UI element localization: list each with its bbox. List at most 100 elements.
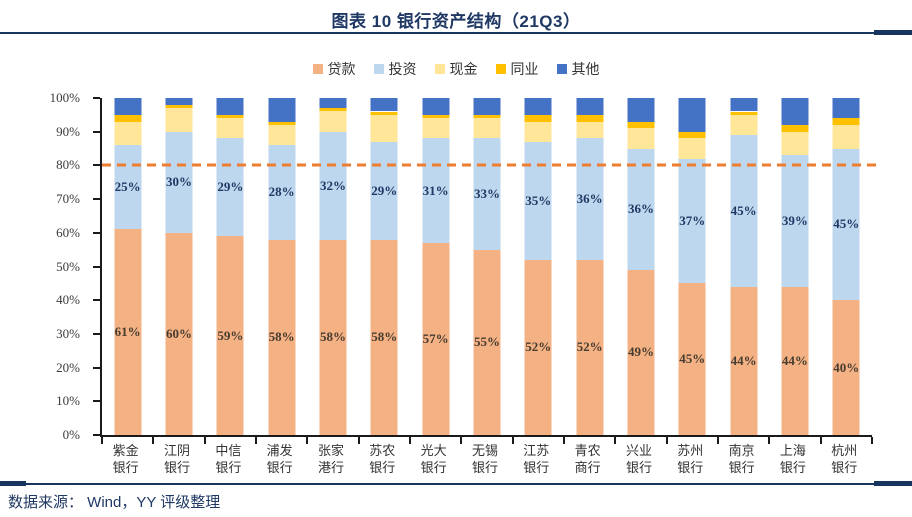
segment-贷款 <box>422 242 450 435</box>
segment-投资 <box>114 145 142 230</box>
bar-column-紫金银行: 61% 25% <box>102 98 153 435</box>
segment-现金 <box>422 118 450 139</box>
segment-投资 <box>165 131 193 233</box>
bar-column-杭州银行: 40% 45% <box>821 98 872 435</box>
segment-贷款 <box>216 236 244 435</box>
segment-同业 <box>216 114 244 119</box>
legend-item-同业: 同业 <box>495 59 539 79</box>
stacked-bar <box>832 98 860 435</box>
stacked-bar <box>268 98 296 435</box>
loan-pct-label: 52% <box>576 339 603 355</box>
segment-其他 <box>576 98 604 115</box>
bar-column-张家港行: 58% 32% <box>307 98 358 435</box>
y-tick-mark <box>93 366 100 369</box>
segment-其他 <box>319 98 347 109</box>
x-label-line2: 银行 <box>625 460 652 475</box>
x-label-line1: 江苏 <box>523 443 550 458</box>
segment-贷款 <box>114 229 142 435</box>
segment-其他 <box>781 98 809 125</box>
segment-现金 <box>832 124 860 149</box>
segment-现金 <box>268 124 296 146</box>
x-tick-mark <box>665 437 668 444</box>
investment-pct-label: 35% <box>525 192 552 208</box>
x-label-line2: 银行 <box>523 460 550 475</box>
segment-同业 <box>627 121 655 129</box>
y-tick-mark <box>93 265 100 268</box>
investment-pct-label: 36% <box>576 191 603 207</box>
x-axis-label-浦发银行: 浦发 银行 <box>254 442 305 476</box>
x-label-line1: 紫金 <box>112 443 139 458</box>
x-tick-mark <box>409 437 411 444</box>
segment-其他 <box>473 98 501 115</box>
segment-同业 <box>524 114 552 122</box>
segment-投资 <box>730 135 758 287</box>
segment-现金 <box>473 118 501 139</box>
legend-item-投资: 投资 <box>373 59 417 79</box>
x-label-line2: 商行 <box>574 460 601 475</box>
y-tick-mark <box>93 231 100 234</box>
x-axis-label-光大银行: 光大 银行 <box>408 442 459 476</box>
x-tick-mark <box>871 437 873 444</box>
footer-divider-cap-right <box>874 481 912 486</box>
x-axis-label-紫金银行: 紫金 银行 <box>100 442 151 476</box>
x-tick-mark <box>614 437 617 444</box>
segment-贷款 <box>473 249 501 435</box>
legend-label: 其他 <box>571 63 600 78</box>
x-axis-label-杭州银行: 杭州 银行 <box>819 442 870 476</box>
investment-pct-label: 29% <box>217 179 244 195</box>
x-label-line1: 兴业 <box>625 443 652 458</box>
y-tick-mark <box>93 97 100 99</box>
bar-column-江苏银行: 52% 35% <box>513 98 564 435</box>
bar-column-浦发银行: 58% 28% <box>256 98 307 435</box>
loan-pct-label: 61% <box>114 324 141 340</box>
segment-同业 <box>319 108 347 112</box>
figure-title: 图表 10 银行资产结构（21Q3） <box>331 12 581 31</box>
bar-column-苏农银行: 58% 29% <box>359 98 410 435</box>
loan-pct-label: 59% <box>217 327 244 343</box>
loan-pct-label: 52% <box>525 339 552 355</box>
legend-item-贷款: 贷款 <box>312 59 356 79</box>
x-tick-mark <box>357 437 360 444</box>
x-axis-label-青农商行: 青农 商行 <box>562 442 613 476</box>
reference-line-80 <box>102 163 879 167</box>
segment-其他 <box>165 98 193 105</box>
stacked-bar <box>473 98 501 435</box>
x-label-line2: 银行 <box>369 460 396 475</box>
bar-column-南京银行: 44% 45% <box>718 98 769 435</box>
x-tick-mark <box>306 437 309 444</box>
segment-现金 <box>524 121 552 142</box>
bar-column-兴业银行: 49% 36% <box>615 98 666 435</box>
stacked-bar <box>678 98 706 435</box>
legend-swatch-icon <box>312 64 323 74</box>
segment-投资 <box>832 148 860 301</box>
loan-pct-label: 58% <box>319 329 346 345</box>
bar-column-青农商行: 52% 36% <box>564 98 615 435</box>
segment-投资 <box>370 141 398 240</box>
investment-pct-label: 45% <box>833 216 860 232</box>
segment-其他 <box>832 98 860 119</box>
y-tick-mark <box>93 332 100 335</box>
x-label-line2: 银行 <box>215 460 242 475</box>
x-tick-mark <box>203 437 206 444</box>
x-tick-mark <box>101 437 103 444</box>
investment-pct-label: 29% <box>371 182 398 198</box>
x-label-line1: 中信 <box>215 443 242 458</box>
title-divider <box>0 30 912 35</box>
x-tick-mark <box>511 437 514 444</box>
y-tick-mark <box>93 198 100 201</box>
segment-贷款 <box>319 239 347 435</box>
y-tick-mark <box>93 164 100 167</box>
legend-swatch-icon <box>495 64 506 74</box>
segment-现金 <box>576 121 604 139</box>
x-tick-mark <box>717 437 719 444</box>
x-tick-mark <box>460 437 463 444</box>
bar-column-江阴银行: 60% 30% <box>153 98 204 435</box>
segment-同业 <box>165 104 193 109</box>
y-tick-label: 100% <box>49 90 80 105</box>
segment-同业 <box>781 124 809 132</box>
x-label-line2: 银行 <box>420 460 447 475</box>
investment-pct-label: 31% <box>422 182 449 198</box>
loan-pct-label: 44% <box>730 352 757 368</box>
segment-其他 <box>114 98 142 115</box>
